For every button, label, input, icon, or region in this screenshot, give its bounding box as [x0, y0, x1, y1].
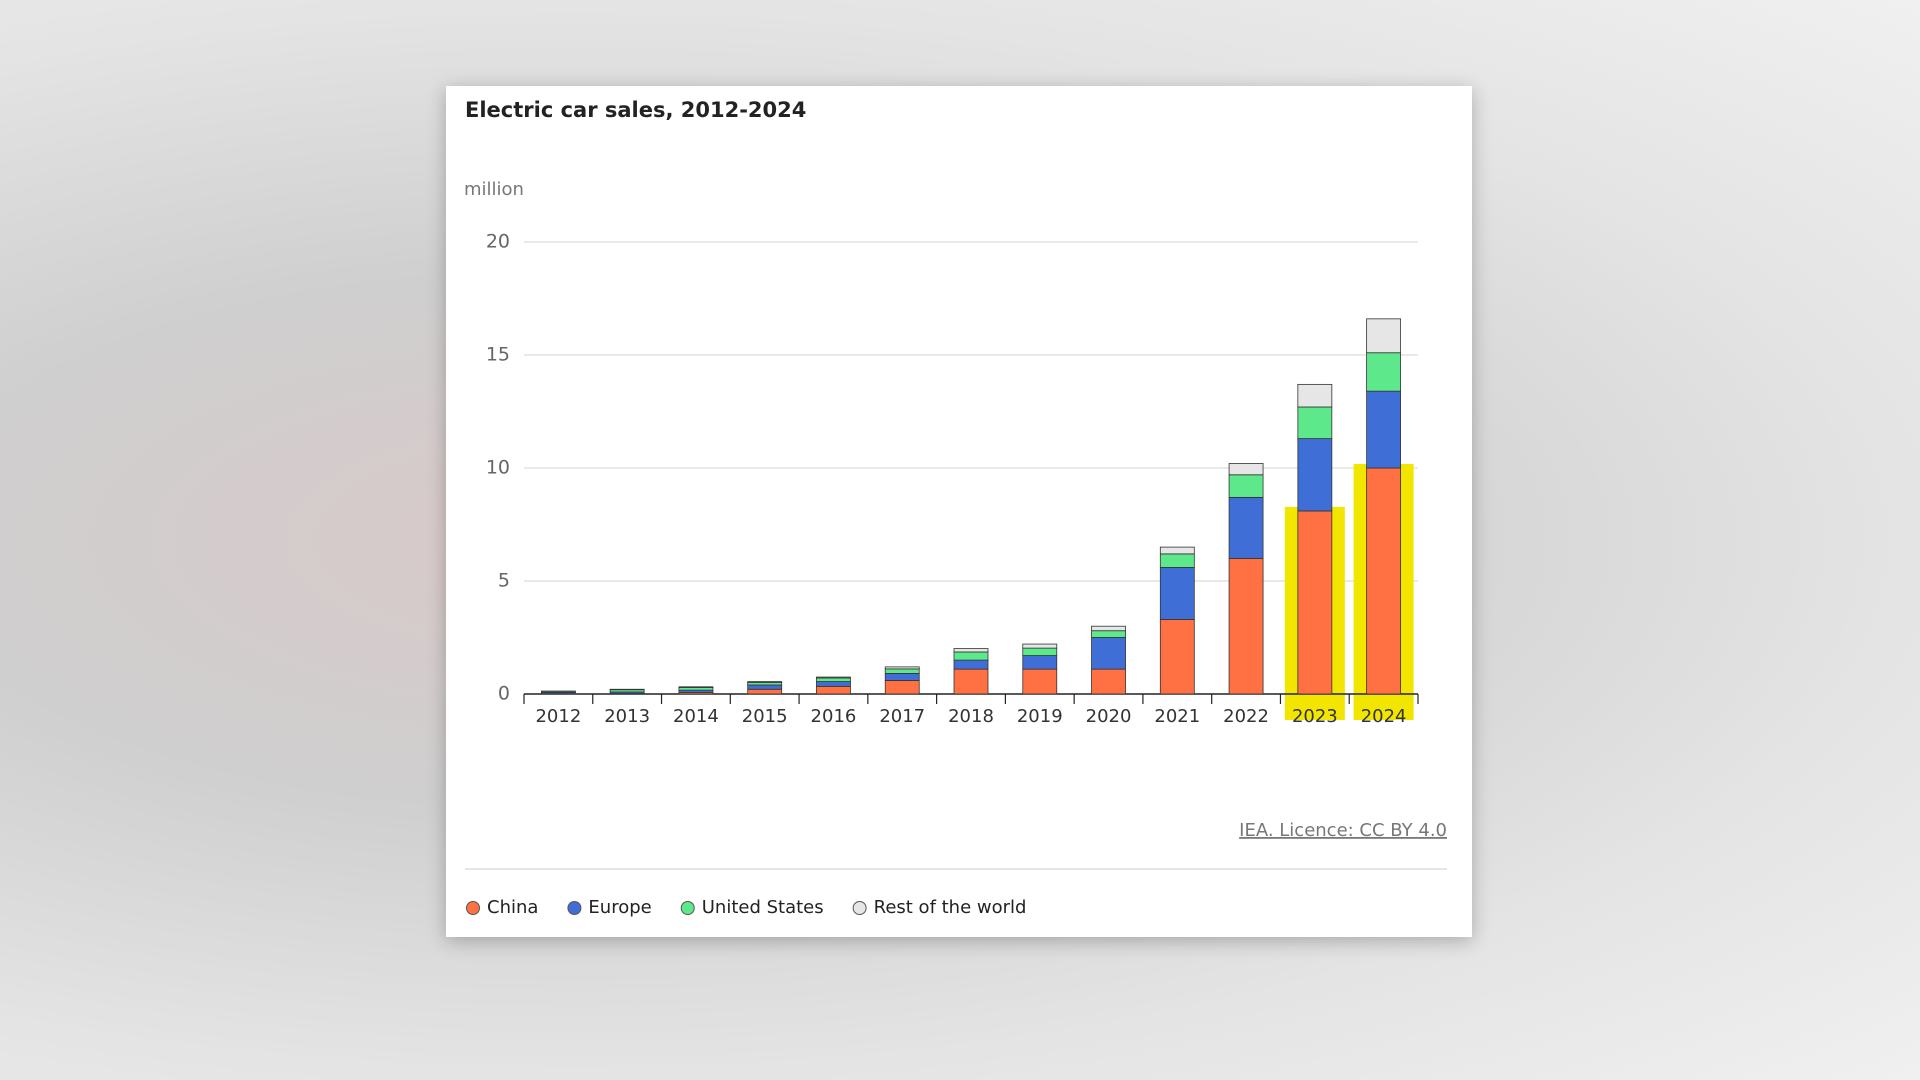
bar-segment [1159, 546, 1195, 555]
bar-segment [953, 659, 989, 670]
bar-segment [1228, 474, 1264, 498]
bar-segment [1159, 567, 1195, 620]
bar-segment [884, 668, 920, 674]
x-tick-label: 2022 [1223, 706, 1269, 727]
bar-segment [1366, 467, 1402, 695]
bar-segment [1366, 390, 1402, 469]
bar-segment [816, 677, 851, 682]
bar-segment [1159, 619, 1195, 695]
bar-segment [816, 676, 851, 679]
x-tick-label: 2020 [1086, 706, 1132, 727]
bar-segment [816, 681, 851, 687]
bar-segment [884, 666, 920, 670]
x-tick-label: 2013 [604, 706, 650, 727]
bar-segment [747, 681, 783, 683]
chart-title: Electric car sales, 2012-2024 [465, 98, 806, 122]
bar-segment [1228, 496, 1264, 559]
bar-segment [1297, 438, 1333, 512]
legend-label: Rest of the world [874, 897, 1027, 918]
y-tick-label: 20 [486, 231, 510, 253]
bar-segment [1297, 510, 1333, 695]
bar-segment [1228, 463, 1264, 476]
legend-swatch [567, 901, 582, 915]
x-tick-label: 2015 [742, 706, 788, 727]
bar-segment [1022, 668, 1058, 695]
bar-segment [1091, 668, 1126, 695]
bar-segment [1228, 557, 1264, 695]
y-tick-label: 5 [498, 570, 510, 592]
y-tick-label: 15 [486, 344, 510, 366]
x-tick-label: 2017 [879, 706, 925, 727]
bar-segment [678, 686, 714, 688]
bar-segment [747, 688, 783, 695]
bar-segment [1022, 655, 1058, 670]
bar-segment [953, 648, 989, 653]
bar-segment [747, 684, 783, 690]
bar-segment [884, 680, 920, 695]
x-tick-label: 2023 [1292, 706, 1338, 727]
bar-segment [1022, 643, 1058, 649]
bar-segment [1297, 383, 1333, 408]
x-tick-label: 2014 [673, 706, 719, 727]
x-tick-label: 2019 [1017, 706, 1063, 727]
bar-segment [1159, 553, 1195, 568]
x-tick-label: 2024 [1361, 706, 1407, 727]
bar-segment [1297, 406, 1333, 440]
x-tick-label: 2016 [811, 706, 857, 727]
legend-swatch [466, 901, 480, 915]
bar-segment [1091, 630, 1126, 638]
chart: Electric car sales, 2012-2024 million IE… [464, 98, 1447, 918]
legend-label: China [487, 897, 538, 918]
bar-segment [816, 685, 851, 695]
x-tick-label: 2012 [535, 706, 581, 727]
bar-segment [1366, 318, 1402, 354]
y-tick-label: 10 [486, 457, 510, 479]
legend-label: Europe [588, 897, 651, 918]
x-tick-label: 2018 [948, 706, 994, 727]
bar-segment [678, 687, 714, 691]
chart-card: Electric car sales, 2012-2024 million IE… [446, 86, 1472, 937]
source-link[interactable]: IEA. Licence: CC BY 4.0 [1239, 820, 1447, 841]
bar-segment [1022, 647, 1058, 656]
bar-segment [884, 673, 920, 681]
bar-segment [1091, 625, 1126, 632]
legend-swatch [852, 901, 867, 915]
bar-segment [953, 668, 989, 695]
legend-label: United States [702, 897, 824, 918]
bar-segment [953, 651, 989, 661]
y-tick-label: 0 [498, 683, 510, 705]
legend: China Europe United States Rest of the worl… [466, 897, 1027, 918]
y-unit: million [464, 179, 524, 200]
bar-segment [1366, 352, 1402, 392]
legend-swatch [680, 901, 695, 915]
x-tick-label: 2021 [1154, 706, 1200, 727]
bar-segment [1091, 637, 1126, 670]
